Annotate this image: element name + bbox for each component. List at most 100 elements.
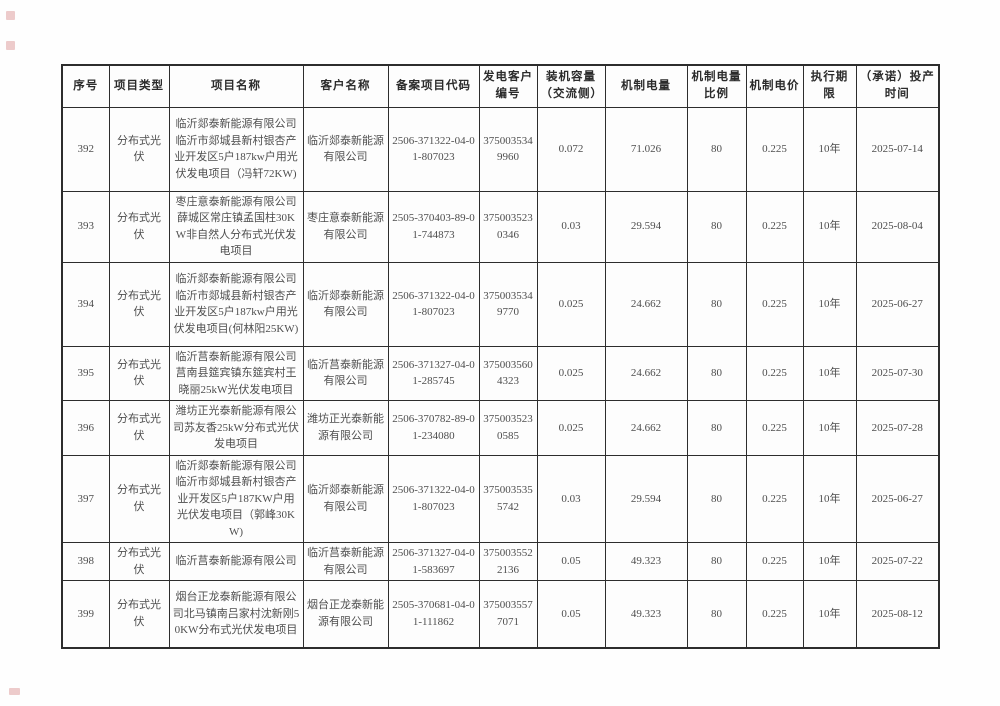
cell-energy: 29.594 bbox=[604, 190, 688, 263]
scan-artifact-mark bbox=[6, 41, 15, 50]
cell-code: 2506-371327-04-01-583697 bbox=[387, 542, 480, 581]
cell-index: 394 bbox=[61, 261, 110, 347]
cell-capacity: 0.072 bbox=[536, 106, 606, 192]
cell-energy: 49.323 bbox=[604, 580, 688, 648]
cell-capacity: 0.025 bbox=[536, 400, 606, 456]
header-capacity: 装机容量（交流侧） bbox=[536, 64, 606, 108]
cell-energy: 29.594 bbox=[604, 454, 688, 543]
table-row: 393 分布式光伏 枣庄意泰新能源有限公司薛城区常庄镇孟国柱30KW非自然人分布式光… bbox=[61, 190, 940, 263]
header-term: 执行期限 bbox=[802, 64, 857, 108]
cell-price: 0.225 bbox=[745, 345, 804, 401]
cell-date: 2025-07-30 bbox=[855, 345, 940, 401]
cell-energy: 24.662 bbox=[604, 400, 688, 456]
cell-term: 10年 bbox=[802, 106, 857, 192]
cell-customer: 临沂莒泰新能源有限公司 bbox=[302, 345, 389, 401]
cell-gen_no: 3750035522136 bbox=[478, 542, 538, 581]
cell-customer: 临沂郯泰新能源有限公司 bbox=[302, 106, 389, 192]
cell-type: 分布式光伏 bbox=[108, 345, 170, 401]
cell-gen_no: 3750035577071 bbox=[478, 580, 538, 648]
cell-index: 395 bbox=[61, 345, 110, 401]
cell-code: 2506-371322-04-01-807023 bbox=[387, 261, 480, 347]
header-index: 序号 bbox=[61, 64, 110, 108]
cell-customer: 枣庄意泰新能源有限公司 bbox=[302, 190, 389, 263]
cell-code: 2505-370681-04-01-111862 bbox=[387, 580, 480, 648]
cell-customer: 潍坊正光泰新能源有限公司 bbox=[302, 400, 389, 456]
table-row: 398 分布式光伏 临沂莒泰新能源有限公司 临沂莒泰新能源有限公司 2506-37132… bbox=[61, 542, 940, 581]
cell-date: 2025-06-27 bbox=[855, 454, 940, 543]
cell-gen_no: 3750035349770 bbox=[478, 261, 538, 347]
cell-ratio: 80 bbox=[686, 261, 747, 347]
header-date: （承诺）投产时间 bbox=[855, 64, 940, 108]
cell-term: 10年 bbox=[802, 261, 857, 347]
cell-code: 2506-371322-04-01-807023 bbox=[387, 106, 480, 192]
cell-type: 分布式光伏 bbox=[108, 580, 170, 648]
cell-index: 398 bbox=[61, 542, 110, 581]
cell-gen_no: 3750035604323 bbox=[478, 345, 538, 401]
header-energy: 机制电量 bbox=[604, 64, 688, 108]
table-row: 396 分布式光伏 潍坊正光泰新能源有限公司苏友香25kW分布式光伏发电项目 潍坊正光… bbox=[61, 400, 940, 456]
cell-energy: 49.323 bbox=[604, 542, 688, 581]
cell-customer: 临沂郯泰新能源有限公司 bbox=[302, 454, 389, 543]
header-type: 项目类型 bbox=[108, 64, 170, 108]
cell-name: 临沂莒泰新能源有限公司 bbox=[168, 542, 304, 581]
cell-price: 0.225 bbox=[745, 106, 804, 192]
cell-name: 临沂莒泰新能源有限公司莒南县筵宾镇东筵宾村王晓丽25kW光伏发电项目 bbox=[168, 345, 304, 401]
cell-ratio: 80 bbox=[686, 542, 747, 581]
cell-term: 10年 bbox=[802, 400, 857, 456]
cell-name: 临沂郯泰新能源有限公司临沂市郯城县新村银杏产业开发区5户187KW户用光伏发电项… bbox=[168, 454, 304, 543]
cell-capacity: 0.05 bbox=[536, 542, 606, 581]
cell-type: 分布式光伏 bbox=[108, 400, 170, 456]
cell-customer: 烟台正龙泰新能源有限公司 bbox=[302, 580, 389, 648]
cell-code: 2506-371327-04-01-285745 bbox=[387, 345, 480, 401]
cell-date: 2025-07-14 bbox=[855, 106, 940, 192]
cell-code: 2506-371322-04-01-807023 bbox=[387, 454, 480, 543]
cell-term: 10年 bbox=[802, 190, 857, 263]
scan-artifact-mark bbox=[6, 11, 15, 20]
cell-name: 烟台正龙泰新能源有限公司北马镇南吕家村沈新刚50KW分布式光伏发电项目 bbox=[168, 580, 304, 648]
table-row: 399 分布式光伏 烟台正龙泰新能源有限公司北马镇南吕家村沈新刚50KW分布式光伏发… bbox=[61, 580, 940, 648]
cell-name: 临沂郯泰新能源有限公司临沂市郯城县新村银杏产业开发区5户187kw户用光伏发电项… bbox=[168, 106, 304, 192]
header-ratio: 机制电量比例 bbox=[686, 64, 747, 108]
cell-index: 393 bbox=[61, 190, 110, 263]
cell-capacity: 0.025 bbox=[536, 261, 606, 347]
cell-price: 0.225 bbox=[745, 400, 804, 456]
cell-date: 2025-07-28 bbox=[855, 400, 940, 456]
header-code: 备案项目代码 bbox=[387, 64, 480, 108]
cell-date: 2025-06-27 bbox=[855, 261, 940, 347]
cell-customer: 临沂郯泰新能源有限公司 bbox=[302, 261, 389, 347]
cell-type: 分布式光伏 bbox=[108, 542, 170, 581]
cell-price: 0.225 bbox=[745, 190, 804, 263]
cell-code: 2506-370782-89-01-234080 bbox=[387, 400, 480, 456]
cell-date: 2025-07-22 bbox=[855, 542, 940, 581]
cell-index: 396 bbox=[61, 400, 110, 456]
cell-ratio: 80 bbox=[686, 400, 747, 456]
table-header: 序号 项目类型 项目名称 客户名称 备案项目代码 发电客户编号 装机容量（交流侧… bbox=[61, 64, 940, 108]
header-name: 项目名称 bbox=[168, 64, 304, 108]
cell-type: 分布式光伏 bbox=[108, 190, 170, 263]
table-row: 392 分布式光伏 临沂郯泰新能源有限公司临沂市郯城县新村银杏产业开发区5户187k… bbox=[61, 106, 940, 192]
cell-energy: 24.662 bbox=[604, 261, 688, 347]
cell-gen_no: 3750035230346 bbox=[478, 190, 538, 263]
cell-name: 枣庄意泰新能源有限公司薛城区常庄镇孟国柱30KW非自然人分布式光伏发电项目 bbox=[168, 190, 304, 263]
cell-type: 分布式光伏 bbox=[108, 106, 170, 192]
cell-date: 2025-08-12 bbox=[855, 580, 940, 648]
table-row: 395 分布式光伏 临沂莒泰新能源有限公司莒南县筵宾镇东筵宾村王晓丽25kW光伏发电… bbox=[61, 345, 940, 401]
cell-index: 397 bbox=[61, 454, 110, 543]
cell-name: 潍坊正光泰新能源有限公司苏友香25kW分布式光伏发电项目 bbox=[168, 400, 304, 456]
cell-energy: 24.662 bbox=[604, 345, 688, 401]
cell-type: 分布式光伏 bbox=[108, 261, 170, 347]
header-gen-no: 发电客户编号 bbox=[478, 64, 538, 108]
header-customer: 客户名称 bbox=[302, 64, 389, 108]
header-price: 机制电价 bbox=[745, 64, 804, 108]
cell-term: 10年 bbox=[802, 345, 857, 401]
cell-gen_no: 3750035230585 bbox=[478, 400, 538, 456]
scan-artifact-mark bbox=[9, 688, 20, 695]
cell-ratio: 80 bbox=[686, 190, 747, 263]
cell-index: 399 bbox=[61, 580, 110, 648]
table-row: 397 分布式光伏 临沂郯泰新能源有限公司临沂市郯城县新村银杏产业开发区5户187K… bbox=[61, 454, 940, 543]
cell-capacity: 0.025 bbox=[536, 345, 606, 401]
pv-projects-table: 序号 项目类型 项目名称 客户名称 备案项目代码 发电客户编号 装机容量（交流侧… bbox=[61, 64, 940, 649]
cell-price: 0.225 bbox=[745, 542, 804, 581]
header-row: 序号 项目类型 项目名称 客户名称 备案项目代码 发电客户编号 装机容量（交流侧… bbox=[61, 64, 940, 108]
cell-price: 0.225 bbox=[745, 580, 804, 648]
